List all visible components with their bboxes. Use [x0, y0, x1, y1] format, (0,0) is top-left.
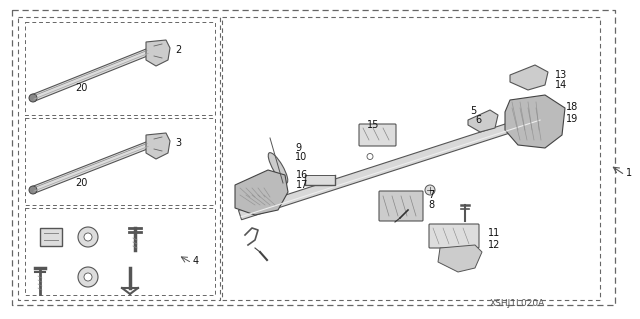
Text: 9: 9 — [295, 143, 301, 153]
Polygon shape — [505, 95, 565, 148]
Polygon shape — [146, 133, 170, 159]
Text: 10: 10 — [295, 152, 307, 162]
Text: 6: 6 — [475, 115, 481, 125]
Polygon shape — [146, 40, 170, 66]
Text: 2: 2 — [175, 45, 181, 55]
Text: 14: 14 — [555, 80, 567, 90]
Polygon shape — [438, 245, 482, 272]
Polygon shape — [32, 142, 149, 193]
Text: 8: 8 — [428, 200, 434, 210]
Circle shape — [78, 267, 98, 287]
Text: 7: 7 — [428, 190, 435, 200]
Polygon shape — [239, 113, 541, 220]
Circle shape — [78, 227, 98, 247]
FancyBboxPatch shape — [305, 175, 335, 185]
Text: 15: 15 — [367, 120, 380, 130]
Text: 16: 16 — [296, 170, 308, 180]
Text: 20: 20 — [75, 178, 88, 188]
FancyBboxPatch shape — [429, 224, 479, 248]
Text: 11: 11 — [488, 228, 500, 238]
FancyBboxPatch shape — [379, 191, 423, 221]
Text: 12: 12 — [488, 240, 500, 250]
Circle shape — [29, 186, 37, 194]
Circle shape — [29, 94, 37, 102]
Text: 3: 3 — [175, 138, 181, 148]
Circle shape — [84, 233, 92, 241]
Polygon shape — [510, 65, 548, 90]
Ellipse shape — [268, 152, 288, 183]
Text: XSHJ1L020A: XSHJ1L020A — [490, 299, 545, 308]
Polygon shape — [468, 110, 498, 132]
Text: 4: 4 — [193, 256, 199, 266]
FancyBboxPatch shape — [40, 228, 62, 246]
Text: 1: 1 — [626, 168, 632, 178]
Text: 19: 19 — [566, 114, 579, 124]
Circle shape — [367, 153, 373, 160]
Circle shape — [425, 185, 435, 195]
Polygon shape — [235, 170, 288, 215]
FancyBboxPatch shape — [359, 124, 396, 146]
Text: 17: 17 — [296, 180, 308, 190]
Text: 18: 18 — [566, 102, 579, 112]
Polygon shape — [32, 49, 149, 101]
Circle shape — [84, 273, 92, 281]
Text: 20: 20 — [75, 83, 88, 93]
Text: 13: 13 — [555, 70, 567, 80]
Text: 5: 5 — [470, 106, 476, 116]
